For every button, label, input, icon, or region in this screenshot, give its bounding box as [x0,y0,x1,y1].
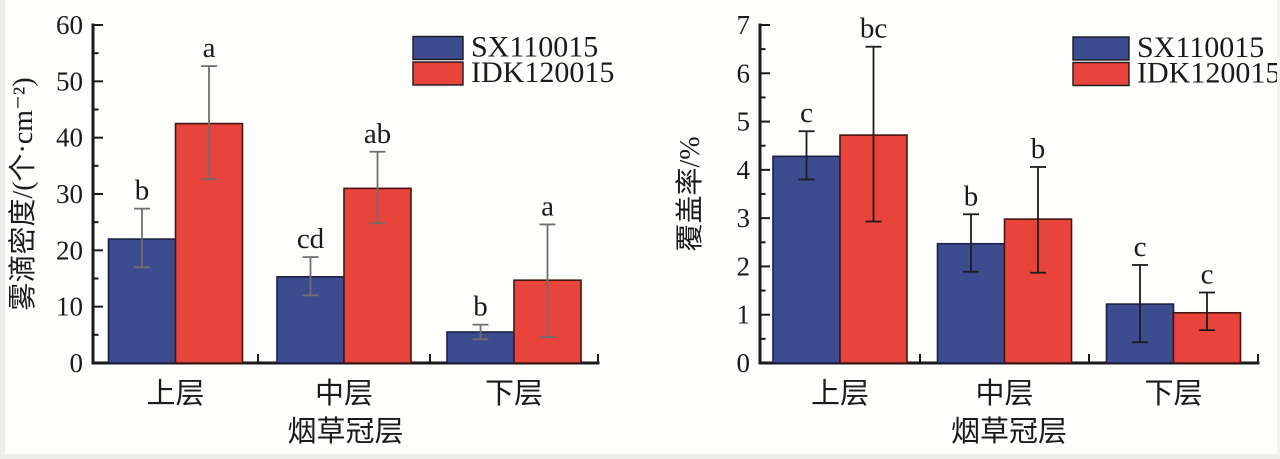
sig-letter-SX110015-下层: b [473,291,488,323]
sig-letter-IDK120015-下层: c [1201,259,1214,291]
error-bar-SX110015-下层 [1132,264,1148,344]
error-bar-SX110015-上层 [798,130,815,181]
sig-letter-IDK120015-上层: a [203,32,216,64]
x-axis-ticks [92,354,599,363]
error-bar-IDK120015-下层 [539,223,556,338]
y-axis-title: 覆盖率/% [674,136,706,251]
y-tick-label: 10 [56,292,83,322]
y-tick-label: 2 [737,251,751,281]
error-bar-SX110015-中层 [302,256,319,297]
x-axis-title: 烟草冠层 [287,415,403,448]
error-bar-IDK120015-下层 [1199,291,1215,332]
series-SX110015: c b c [772,97,1175,364]
y-axis-ticks: 0 1 2 3 4 5 6 7 [737,10,770,378]
sig-letter-IDK120015-中层: b [1031,133,1046,165]
series-SX110015: b cd b [107,175,515,364]
y-tick-label: 50 [56,66,83,96]
sig-letter-SX110015-中层: b [964,180,979,212]
legend-label-IDK120015: IDK120015 [1137,57,1280,90]
sig-letter-SX110015-上层: c [800,97,813,129]
series-IDK120015: a ab a [174,32,582,364]
x-category-label: 上层 [811,378,869,410]
error-bar-SX110015-下层 [472,323,489,341]
bar-SX110015-上层 [772,155,841,364]
y-tick-label: 30 [56,179,83,209]
y-tick-label: 0 [737,348,751,378]
legend-label-SX110015: SX110015 [471,31,598,64]
sig-letter-IDK120015-下层: a [541,190,554,222]
y-tick-label: 3 [737,203,751,233]
y-tick-label: 4 [737,155,751,185]
sig-letter-SX110015-上层: b [135,175,150,207]
y-tick-label: 5 [737,107,751,137]
sig-letter-SX110015-下层: c [1134,231,1147,263]
x-category-label: 下层 [1144,378,1202,410]
error-bar-IDK120015-上层 [865,45,882,223]
y-tick-label: 60 [56,10,83,40]
y-tick-label: 40 [56,123,83,153]
x-category-label: 下层 [485,378,543,410]
y-tick-label: 6 [737,58,751,88]
error-bar-IDK120015-上层 [201,65,217,181]
y-axis-ticks: 0 10 20 30 40 50 60 [56,10,103,378]
error-bar-SX110015-中层 [963,213,979,273]
y-tick-label: 7 [737,10,751,40]
sig-letter-IDK120015-中层: ab [364,118,391,150]
legend-swatch-IDK120015 [1072,61,1130,87]
legend-swatch-SX110015 [1072,36,1130,61]
error-bar-IDK120015-中层 [369,150,386,225]
x-axis-title: 烟草冠层 [951,415,1067,448]
y-tick-label: 0 [70,348,84,378]
y-tick-label: 1 [737,300,751,330]
y-axis-title: 雾滴密度/(个·cm⁻²) [7,77,39,310]
legend-swatch-IDK120015 [412,61,464,86]
error-bar-IDK120015-中层 [1030,166,1046,274]
y-tick-label: 20 [56,235,83,265]
legend-label-IDK120015: IDK120015 [471,56,614,89]
x-axis-ticks [759,354,1259,363]
x-category-label: 上层 [146,378,204,410]
sig-letter-IDK120015-上层: bc [860,13,887,45]
legend-label-SX110015: SX110015 [1137,31,1264,64]
x-category-label: 中层 [975,377,1033,410]
legend-swatch-SX110015 [412,35,464,61]
error-bar-SX110015-上层 [134,207,150,269]
x-category-label: 中层 [315,377,373,410]
sig-letter-SX110015-中层: cd [297,223,325,255]
